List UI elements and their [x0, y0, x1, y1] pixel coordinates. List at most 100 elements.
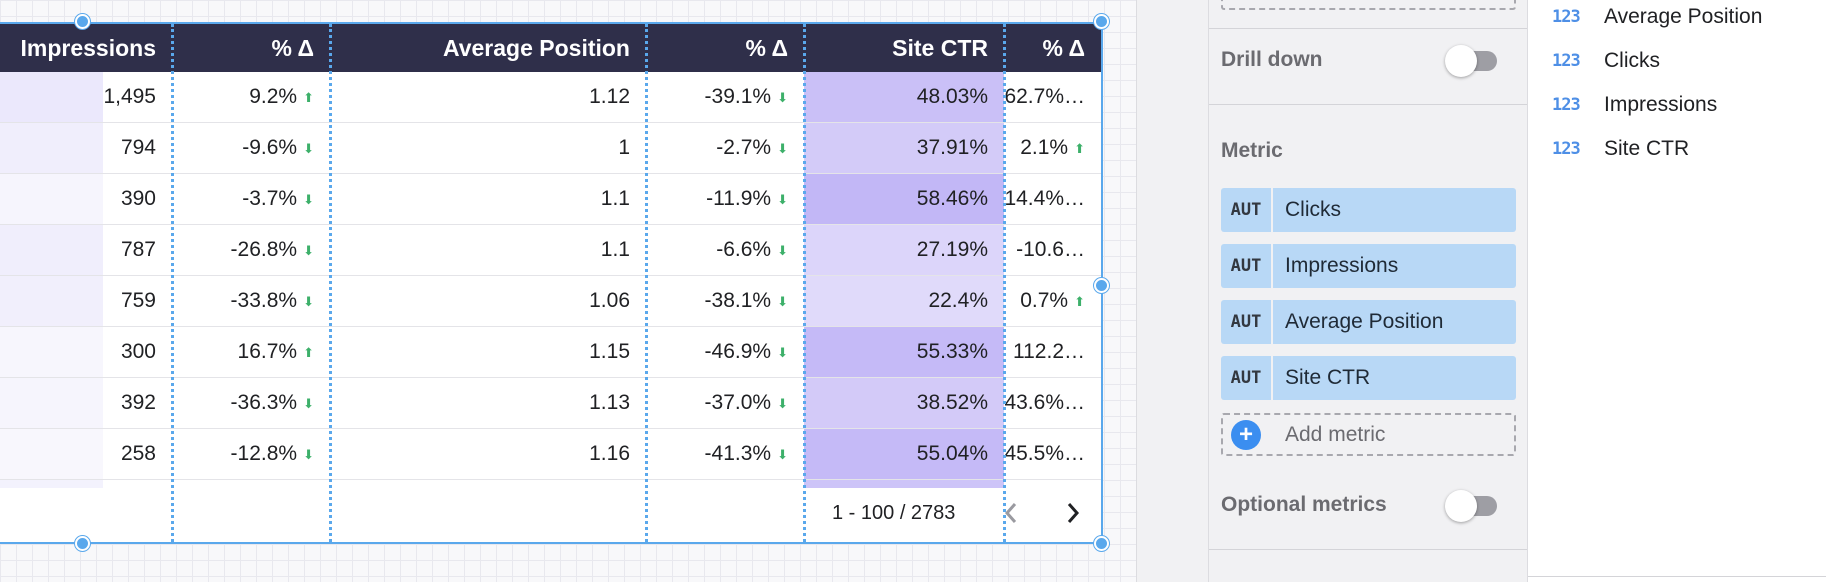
header-site-ctr[interactable]: Site CTR [892, 34, 988, 61]
arrow-down-icon: ⬇ [777, 243, 788, 258]
impressions-cell: 794 [0, 123, 172, 173]
toggle-knob [1445, 45, 1477, 77]
impressions-cell: 390 [0, 174, 172, 224]
divider [1209, 104, 1527, 105]
impressions-cell-value: 258 [120, 442, 156, 465]
metric-chip-clicks[interactable]: AUT Clicks [1221, 188, 1516, 232]
metric-chip-impressions[interactable]: AUT Impressions [1221, 244, 1516, 288]
average-position-cell-value: 1.15 [589, 340, 630, 363]
divider [1209, 28, 1527, 29]
add-metric-button[interactable]: + Add metric [1221, 413, 1516, 456]
impressions-cell: 1,495 [0, 72, 172, 122]
impressions-cell-value: 392 [120, 391, 156, 414]
position-delta-cell-value: -11.9% [706, 187, 772, 210]
add-metric-label: Add metric [1285, 422, 1386, 446]
position-delta-cell-value: -37.0% [704, 391, 772, 414]
site-ctr-cell-value: 37.91% [916, 136, 988, 159]
table-row[interactable]: 1,495 9.2% ⬆ 1.12 -39.1% ⬇ 48.03% 62.7%… [0, 72, 1101, 123]
table-row[interactable]: 300 16.7% ⬆ 1.15 -46.9% ⬇ 55.33% 112.2… [0, 327, 1101, 378]
position-delta-cell-value: -38.1% [704, 289, 772, 312]
next-page-button[interactable] [1055, 494, 1091, 532]
impressions-delta-cell-value: 16.7% [237, 340, 298, 363]
arrow-down-icon: ⬇ [777, 447, 788, 462]
resize-handle-right[interactable] [1094, 278, 1109, 293]
average-position-cell: 1.12 [330, 72, 646, 122]
impressions-delta-cell-value: 9.2% [249, 85, 298, 108]
impressions-delta-cell-value: -12.8% [230, 442, 298, 465]
dimension-add-slot[interactable] [1221, 0, 1516, 10]
site-ctr-cell: 48.03% [804, 72, 1004, 122]
header-impressions[interactable]: Impressions [20, 34, 157, 61]
impressions-delta-cell-value: -33.8% [230, 289, 298, 312]
position-delta-cell: -38.1% ⬇ [646, 276, 804, 326]
table-row[interactable]: 759 -33.8% ⬇ 1.06 -38.1% ⬇ 22.4% 0.7% ⬆ [0, 276, 1101, 327]
resize-handle-top-right[interactable] [1094, 14, 1109, 29]
metric-chip-average-position[interactable]: AUT Average Position [1221, 300, 1516, 344]
ctr-delta-cell: -10.6… [1004, 225, 1101, 275]
drill-down-toggle[interactable] [1445, 45, 1497, 77]
header-ctr-delta[interactable]: % Δ [1042, 34, 1085, 61]
impressions-delta-cell: -9.6% ⬇ [172, 123, 330, 173]
metric-aggregation[interactable]: AUT [1221, 300, 1273, 344]
site-ctr-cell-value: 55.33% [916, 340, 988, 363]
chevron-left-icon [1004, 503, 1017, 523]
site-ctr-cell: 37.91% [804, 123, 1004, 173]
resize-handle-bottom-right[interactable] [1094, 536, 1109, 551]
column-guide [1003, 24, 1006, 542]
average-position-cell-value: 1.1 [600, 187, 630, 210]
average-position-cell-value: 1.13 [589, 391, 630, 414]
optional-metrics-toggle[interactable] [1445, 490, 1497, 522]
field-name: Average Position [1604, 5, 1763, 28]
report-canvas[interactable]: Impressions % Δ Average Position % Δ Sit… [0, 0, 1136, 582]
table-chart[interactable]: Impressions % Δ Average Position % Δ Sit… [0, 22, 1103, 544]
field-impressions[interactable]: 123 Impressions [1528, 85, 1826, 125]
column-guide [803, 24, 806, 542]
metric-chip-site-ctr[interactable]: AUT Site CTR [1221, 356, 1516, 400]
site-ctr-cell: 55.33% [804, 327, 1004, 377]
position-delta-cell: -46.9% ⬇ [646, 327, 804, 377]
ctr-delta-cell: 14.4%… [1004, 174, 1101, 224]
impressions-delta-cell: 16.7% ⬆ [172, 327, 330, 377]
position-delta-cell-value: -2.7% [716, 136, 772, 159]
arrow-down-icon: ⬇ [777, 141, 788, 156]
ctr-delta-cell: 2.1% ⬆ [1004, 123, 1101, 173]
impressions-delta-cell-value: -26.8% [230, 238, 298, 261]
ctr-delta-cell-value: 2.1% [1020, 136, 1069, 159]
table-row[interactable]: 787 -26.8% ⬇ 1.1 -6.6% ⬇ 27.19% -10.6… [0, 225, 1101, 276]
table-row[interactable]: 794 -9.6% ⬇ 1 -2.7% ⬇ 37.91% 2.1% ⬆ [0, 123, 1101, 174]
header-impressions-delta[interactable]: % Δ [271, 34, 314, 61]
field-clicks[interactable]: 123 Clicks [1528, 41, 1826, 81]
arrow-up-icon: ⬆ [1074, 141, 1085, 156]
site-ctr-cell: 27.19% [804, 225, 1004, 275]
table-row[interactable]: 390 -3.7% ⬇ 1.1 -11.9% ⬇ 58.46% 14.4%… [0, 174, 1101, 225]
field-average-position[interactable]: 123 Average Position [1528, 0, 1826, 37]
column-guide [171, 24, 174, 542]
ctr-delta-cell-value: 14.4%… [1004, 187, 1085, 210]
impressions-cell-value: 787 [120, 238, 156, 261]
impressions-delta-cell: -26.8% ⬇ [172, 225, 330, 275]
impressions-delta-cell: 9.2% ⬆ [172, 72, 330, 122]
ctr-delta-cell-value: 0.7% [1020, 289, 1069, 312]
number-type-icon: 123 [1552, 139, 1581, 159]
header-average-position[interactable]: Average Position [442, 34, 630, 61]
average-position-cell: 1.06 [330, 276, 646, 326]
table-row[interactable]: 258 -12.8% ⬇ 1.16 -41.3% ⬇ 55.04% 45.5%… [0, 429, 1101, 480]
site-ctr-cell-value: 38.52% [916, 391, 988, 414]
ctr-delta-cell-value: 62.7%… [1004, 85, 1085, 108]
metric-aggregation[interactable]: AUT [1221, 244, 1273, 288]
prev-page-button[interactable] [993, 494, 1029, 532]
arrow-down-icon: ⬇ [303, 447, 314, 462]
ctr-delta-cell: 43.6%… [1004, 378, 1101, 428]
resize-handle-top[interactable] [75, 14, 90, 29]
resize-handle-bottom[interactable] [75, 536, 90, 551]
field-name: Impressions [1604, 93, 1718, 116]
table-row[interactable]: 392 -36.3% ⬇ 1.13 -37.0% ⬇ 38.52% 43.6%… [0, 378, 1101, 429]
average-position-cell: 1.16 [330, 429, 646, 479]
average-position-cell-value: 1.1 [600, 238, 630, 261]
field-site-ctr[interactable]: 123 Site CTR [1528, 129, 1826, 169]
number-type-icon: 123 [1552, 95, 1581, 115]
metric-aggregation[interactable]: AUT [1221, 356, 1273, 400]
header-position-delta[interactable]: % Δ [745, 34, 788, 61]
metric-aggregation[interactable]: AUT [1221, 188, 1273, 232]
impressions-cell: 787 [0, 225, 172, 275]
